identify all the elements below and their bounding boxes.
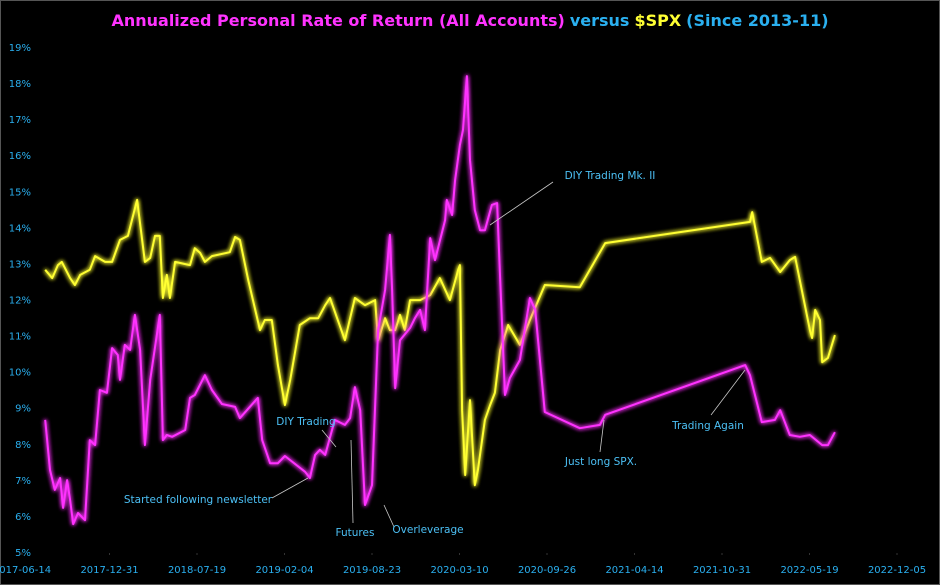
y-tick-label: 13%: [9, 259, 31, 270]
annotation: Overleverage: [392, 524, 463, 536]
x-tick-label: 2021-04-14: [605, 565, 663, 576]
y-tick-label: 5%: [15, 548, 31, 559]
y-tick-label: 18%: [9, 79, 31, 90]
series-line: [44, 198, 836, 487]
title-part: (Since 2013-11): [686, 11, 828, 30]
y-tick-label: 19%: [9, 43, 31, 54]
y-tick-label: 14%: [9, 223, 31, 234]
title-part: Annualized Personal Rate of Return (All …: [111, 11, 564, 30]
annotation: Started following newsletter: [124, 494, 273, 506]
y-tick-label: 7%: [15, 476, 31, 487]
chart-title: Annualized Personal Rate of Return (All …: [111, 11, 828, 30]
y-tick-label: 9%: [15, 404, 31, 415]
annotation: Just long SPX.: [564, 456, 637, 468]
x-tick-label: 2017-12-31: [80, 565, 138, 576]
x-tick-label: 2020-03-10: [430, 565, 488, 576]
annotation-leader: [321, 429, 337, 448]
annotation-leader: [489, 181, 554, 226]
x-tick-label: 2022-05-19: [780, 565, 838, 576]
x-tick-label: 2021-10-31: [693, 565, 751, 576]
annotation-leader: [350, 439, 354, 524]
series-line: [44, 75, 836, 526]
x-tick-label: 2017-06-14: [0, 565, 51, 576]
y-tick-label: 8%: [15, 440, 31, 451]
annotation-leader: [383, 504, 395, 528]
x-tick-label: 2022-12-05: [868, 565, 926, 576]
annotation: Trading Again: [671, 420, 744, 432]
annotation-leader: [710, 369, 746, 416]
x-tick-label: 2019-08-23: [343, 565, 401, 576]
x-tick-label: 2020-09-26: [518, 565, 576, 576]
annotation-leader: [271, 477, 309, 499]
x-tick-label: 2018-07-19: [168, 565, 226, 576]
title-part: $SPX: [634, 11, 681, 30]
y-tick-label: 12%: [9, 296, 31, 307]
y-tick-label: 10%: [9, 368, 31, 379]
x-tick-label: 2019-02-04: [255, 565, 313, 576]
annotation-leader: [599, 419, 605, 453]
y-tick-label: 17%: [9, 115, 31, 126]
title-part: versus: [570, 11, 630, 30]
y-tick-label: 6%: [15, 512, 31, 523]
y-tick-label: 15%: [9, 187, 31, 198]
annotation: DIY Trading Mk. II: [565, 170, 656, 182]
y-tick-label: 16%: [9, 151, 31, 162]
y-tick-label: 11%: [9, 332, 31, 343]
annotation: DIY Trading: [276, 416, 335, 428]
annotation: Futures: [336, 527, 375, 539]
